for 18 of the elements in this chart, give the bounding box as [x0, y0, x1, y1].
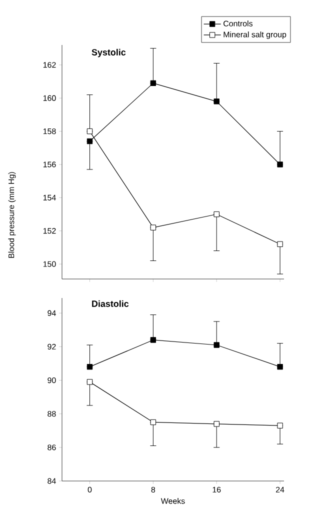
point — [277, 364, 283, 370]
point — [277, 422, 283, 428]
point — [86, 379, 93, 385]
point — [86, 138, 93, 144]
chart-title: Diastolic — [92, 300, 129, 307]
point — [150, 80, 156, 86]
point — [214, 98, 220, 104]
point — [150, 224, 156, 230]
point — [277, 241, 283, 247]
point — [214, 342, 220, 348]
point — [214, 421, 220, 427]
point — [86, 364, 93, 370]
point — [214, 211, 220, 218]
chart-title: Systolic — [92, 48, 126, 58]
point — [86, 128, 93, 134]
point — [277, 162, 283, 168]
point — [150, 337, 156, 343]
point — [150, 419, 156, 426]
